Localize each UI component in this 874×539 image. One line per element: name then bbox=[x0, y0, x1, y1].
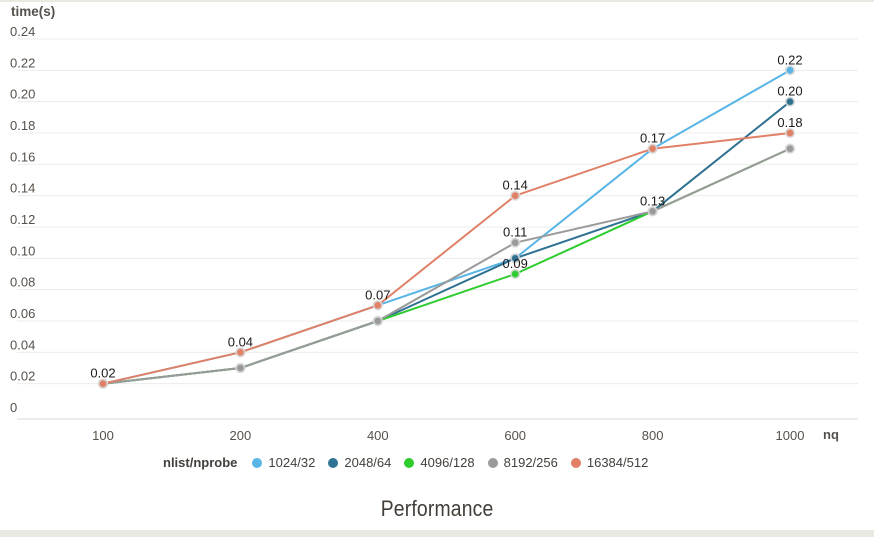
y-tick-label: 0.24 bbox=[10, 24, 35, 39]
point-label-16384/512-600: 0.14 bbox=[503, 178, 528, 193]
data-point-8192/256-200[interactable] bbox=[235, 362, 246, 374]
chart-legend: nlist/nprobe 1024/32 2048/64 4096/128 8192/… bbox=[163, 455, 648, 470]
legend-label-8192/256: 8192/256 bbox=[503, 455, 558, 470]
data-point-8192/256-1000[interactable] bbox=[784, 143, 796, 154]
point-label-16384/512-400: 0.07 bbox=[365, 287, 390, 302]
bottom-accent-bar bbox=[0, 530, 874, 537]
point-label-8192/256-800: 0.13 bbox=[640, 193, 665, 208]
point-label-16384/512-100: 0.02 bbox=[90, 366, 115, 381]
data-point-8192/256-600[interactable] bbox=[510, 237, 521, 248]
legend-swatch-1024/32 bbox=[252, 457, 263, 468]
x-tick-label: 400 bbox=[367, 428, 389, 443]
point-label-16384/512-1000: 0.18 bbox=[777, 115, 802, 130]
x-tick-label: 600 bbox=[504, 428, 526, 443]
data-point-2048/64-600[interactable] bbox=[510, 253, 521, 264]
data-point-16384/512-200[interactable] bbox=[235, 347, 246, 358]
legend-item-2048/64[interactable]: 2048/64 bbox=[328, 455, 391, 470]
point-label-4096/128-600: 0.09 bbox=[503, 256, 528, 271]
y-tick-label: 0.18 bbox=[10, 118, 35, 133]
point-label-2048/64-1000: 0.20 bbox=[777, 84, 802, 99]
legend-item-1024/32[interactable]: 1024/32 bbox=[252, 455, 315, 470]
data-point-8192/256-400[interactable] bbox=[372, 315, 383, 327]
data-point-16384/512-800[interactable] bbox=[647, 143, 658, 154]
y-tick-label: 0.06 bbox=[10, 306, 35, 321]
x-tick-label: 100 bbox=[92, 428, 114, 443]
data-point-1024/32-1000[interactable] bbox=[784, 65, 796, 76]
y-axis-title: time(s) bbox=[11, 4, 56, 19]
x-tick-label: 1000 bbox=[776, 428, 805, 443]
y-tick-label: 0.14 bbox=[10, 181, 35, 196]
legend-label-2048/64: 2048/64 bbox=[344, 455, 392, 470]
point-label-16384/512-200: 0.04 bbox=[228, 334, 253, 349]
data-point-16384/512-1000[interactable] bbox=[784, 127, 796, 139]
y-tick-label: 0.22 bbox=[10, 55, 35, 70]
legend-label-4096/128: 4096/128 bbox=[420, 455, 475, 470]
y-tick-label: 0.02 bbox=[10, 369, 35, 384]
y-tick-label: 0 bbox=[10, 400, 17, 415]
point-label-8192/256-600: 0.11 bbox=[503, 225, 527, 240]
legend-item-4096/128[interactable]: 4096/128 bbox=[404, 455, 475, 470]
legend-swatch-8192/256 bbox=[487, 457, 498, 468]
x-axis-title: nq bbox=[823, 427, 839, 442]
chart-title: Performance bbox=[380, 496, 494, 521]
chart-title-wrap: Performance bbox=[0, 496, 874, 522]
y-tick-label: 0.08 bbox=[10, 275, 35, 290]
data-point-2048/64-1000[interactable] bbox=[784, 96, 796, 107]
legend-item-8192/256[interactable]: 8192/256 bbox=[487, 455, 558, 470]
data-point-16384/512-400[interactable] bbox=[372, 300, 383, 311]
top-accent-bar bbox=[0, 0, 874, 2]
x-tick-label: 200 bbox=[230, 428, 252, 443]
series-line-8192/256 bbox=[102, 147, 791, 385]
x-tick-label: 800 bbox=[642, 428, 664, 443]
y-tick-label: 0.04 bbox=[10, 337, 35, 352]
data-point-16384/512-100[interactable] bbox=[97, 378, 109, 389]
legend-swatch-16384/512 bbox=[570, 457, 581, 468]
legend-label-1024/32: 1024/32 bbox=[268, 455, 316, 470]
data-point-8192/256-800[interactable] bbox=[647, 206, 658, 217]
legend-title: nlist/nprobe bbox=[163, 455, 238, 470]
legend-label-16384/512: 16384/512 bbox=[586, 455, 649, 470]
y-tick-label: 0.12 bbox=[10, 212, 35, 227]
y-tick-label: 0.16 bbox=[10, 149, 35, 164]
y-tick-label: 0.10 bbox=[10, 243, 35, 258]
legend-items: 1024/32 2048/64 4096/128 8192/256 16384/512 bbox=[252, 455, 648, 470]
data-point-4096/128-600[interactable] bbox=[510, 268, 521, 280]
point-label-1024/32-1000: 0.22 bbox=[777, 52, 802, 67]
data-point-16384/512-600[interactable] bbox=[510, 190, 521, 201]
legend-item-16384/512[interactable]: 16384/512 bbox=[570, 455, 649, 470]
line-chart-plot-area: 0 0.02 0.04 0.06 0.08 0.10 0.12 0.14 0.16 0.18 0.2… bbox=[10, 24, 858, 443]
series-line-16384/512 bbox=[102, 132, 791, 385]
point-label-16384/512-800: 0.17 bbox=[640, 131, 665, 146]
legend-swatch-4096/128 bbox=[404, 457, 415, 468]
y-tick-label: 0.20 bbox=[10, 87, 35, 102]
legend-swatch-2048/64 bbox=[328, 457, 339, 468]
